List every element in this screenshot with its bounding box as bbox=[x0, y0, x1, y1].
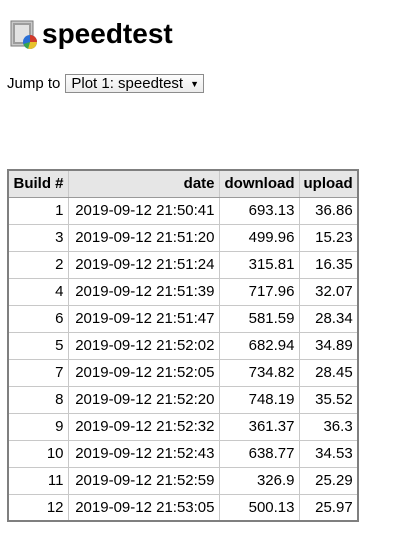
page-title: speedtest bbox=[42, 18, 173, 49]
cell-download: 717.96 bbox=[218, 277, 300, 306]
cell-build: 9 bbox=[7, 412, 69, 441]
cell-upload: 36.3 bbox=[298, 412, 359, 441]
cell-download: 693.13 bbox=[218, 196, 300, 225]
cell-upload: 15.23 bbox=[298, 223, 359, 252]
cell-date: 2019-09-12 21:51:20 bbox=[67, 223, 220, 252]
cell-build: 3 bbox=[7, 223, 69, 252]
cell-upload: 35.52 bbox=[298, 385, 359, 414]
cell-date: 2019-09-12 21:52:59 bbox=[67, 466, 220, 495]
cell-download: 315.81 bbox=[218, 250, 300, 279]
plot-select-value: Plot 1: speedtest bbox=[71, 75, 184, 92]
cell-download: 581.59 bbox=[218, 304, 300, 333]
cell-date: 2019-09-12 21:51:24 bbox=[67, 250, 220, 279]
cell-build: 12 bbox=[7, 493, 69, 522]
table-row: 12 2019-09-12 21:53:05 500.13 25.97 bbox=[7, 493, 359, 522]
cell-date: 2019-09-12 21:52:20 bbox=[67, 385, 220, 414]
jump-to-bar: Jump to Plot 1: speedtest ▼ bbox=[7, 74, 205, 93]
table-header-row: Build # date download upload bbox=[7, 169, 359, 198]
cell-build: 8 bbox=[7, 385, 69, 414]
cell-date: 2019-09-12 21:51:39 bbox=[67, 277, 220, 306]
cell-date: 2019-09-12 21:52:02 bbox=[67, 331, 220, 360]
table-row: 5 2019-09-12 21:52:02 682.94 34.89 bbox=[7, 331, 359, 360]
cell-upload: 28.45 bbox=[298, 358, 359, 387]
table-row: 9 2019-09-12 21:52:32 361.37 36.3 bbox=[7, 412, 359, 441]
cell-date: 2019-09-12 21:53:05 bbox=[67, 493, 220, 522]
table-row: 7 2019-09-12 21:52:05 734.82 28.45 bbox=[7, 358, 359, 387]
cell-build: 5 bbox=[7, 331, 69, 360]
table-row: 4 2019-09-12 21:51:39 717.96 32.07 bbox=[7, 277, 359, 306]
cell-download: 682.94 bbox=[218, 331, 300, 360]
jump-label: Jump to bbox=[7, 75, 61, 92]
column-header-upload: upload bbox=[298, 169, 359, 198]
cell-upload: 34.89 bbox=[298, 331, 359, 360]
cell-download: 734.82 bbox=[218, 358, 300, 387]
cell-date: 2019-09-12 21:52:05 bbox=[67, 358, 220, 387]
cell-build: 11 bbox=[7, 466, 69, 495]
cell-build: 6 bbox=[7, 304, 69, 333]
table-row: 10 2019-09-12 21:52:43 638.77 34.53 bbox=[7, 439, 359, 468]
dropdown-arrow-icon: ▼ bbox=[190, 78, 200, 89]
column-header-build: Build # bbox=[7, 169, 69, 198]
data-table: Build # date download upload 1 2019-09-1… bbox=[7, 169, 359, 522]
cell-date: 2019-09-12 21:51:47 bbox=[67, 304, 220, 333]
cell-upload: 16.35 bbox=[298, 250, 359, 279]
cell-date: 2019-09-12 21:50:41 bbox=[67, 196, 220, 225]
cell-upload: 25.29 bbox=[298, 466, 359, 495]
table-row: 6 2019-09-12 21:51:47 581.59 28.34 bbox=[7, 304, 359, 333]
cell-build: 2 bbox=[7, 250, 69, 279]
table-row: 3 2019-09-12 21:51:20 499.96 15.23 bbox=[7, 223, 359, 252]
cell-date: 2019-09-12 21:52:43 bbox=[67, 439, 220, 468]
cell-build: 1 bbox=[7, 196, 69, 225]
table-row: 2 2019-09-12 21:51:24 315.81 16.35 bbox=[7, 250, 359, 279]
column-header-download: download bbox=[218, 169, 300, 198]
cell-upload: 32.07 bbox=[298, 277, 359, 306]
table-row: 8 2019-09-12 21:52:20 748.19 35.52 bbox=[7, 385, 359, 414]
cell-download: 361.37 bbox=[218, 412, 300, 441]
table-row: 1 2019-09-12 21:50:41 693.13 36.86 bbox=[7, 196, 359, 225]
cell-build: 7 bbox=[7, 358, 69, 387]
page-header: speedtest bbox=[9, 16, 173, 52]
cell-download: 326.9 bbox=[218, 466, 300, 495]
column-header-date: date bbox=[67, 169, 220, 198]
cell-download: 500.13 bbox=[218, 493, 300, 522]
cell-upload: 36.86 bbox=[298, 196, 359, 225]
plot-select[interactable]: Plot 1: speedtest ▼ bbox=[65, 74, 205, 93]
cell-build: 10 bbox=[7, 439, 69, 468]
table-row: 11 2019-09-12 21:52:59 326.9 25.29 bbox=[7, 466, 359, 495]
cell-date: 2019-09-12 21:52:32 bbox=[67, 412, 220, 441]
cell-download: 499.96 bbox=[218, 223, 300, 252]
speedtest-logo-icon bbox=[9, 19, 39, 50]
cell-build: 4 bbox=[7, 277, 69, 306]
cell-upload: 34.53 bbox=[298, 439, 359, 468]
cell-download: 638.77 bbox=[218, 439, 300, 468]
cell-upload: 28.34 bbox=[298, 304, 359, 333]
cell-upload: 25.97 bbox=[298, 493, 359, 522]
cell-download: 748.19 bbox=[218, 385, 300, 414]
